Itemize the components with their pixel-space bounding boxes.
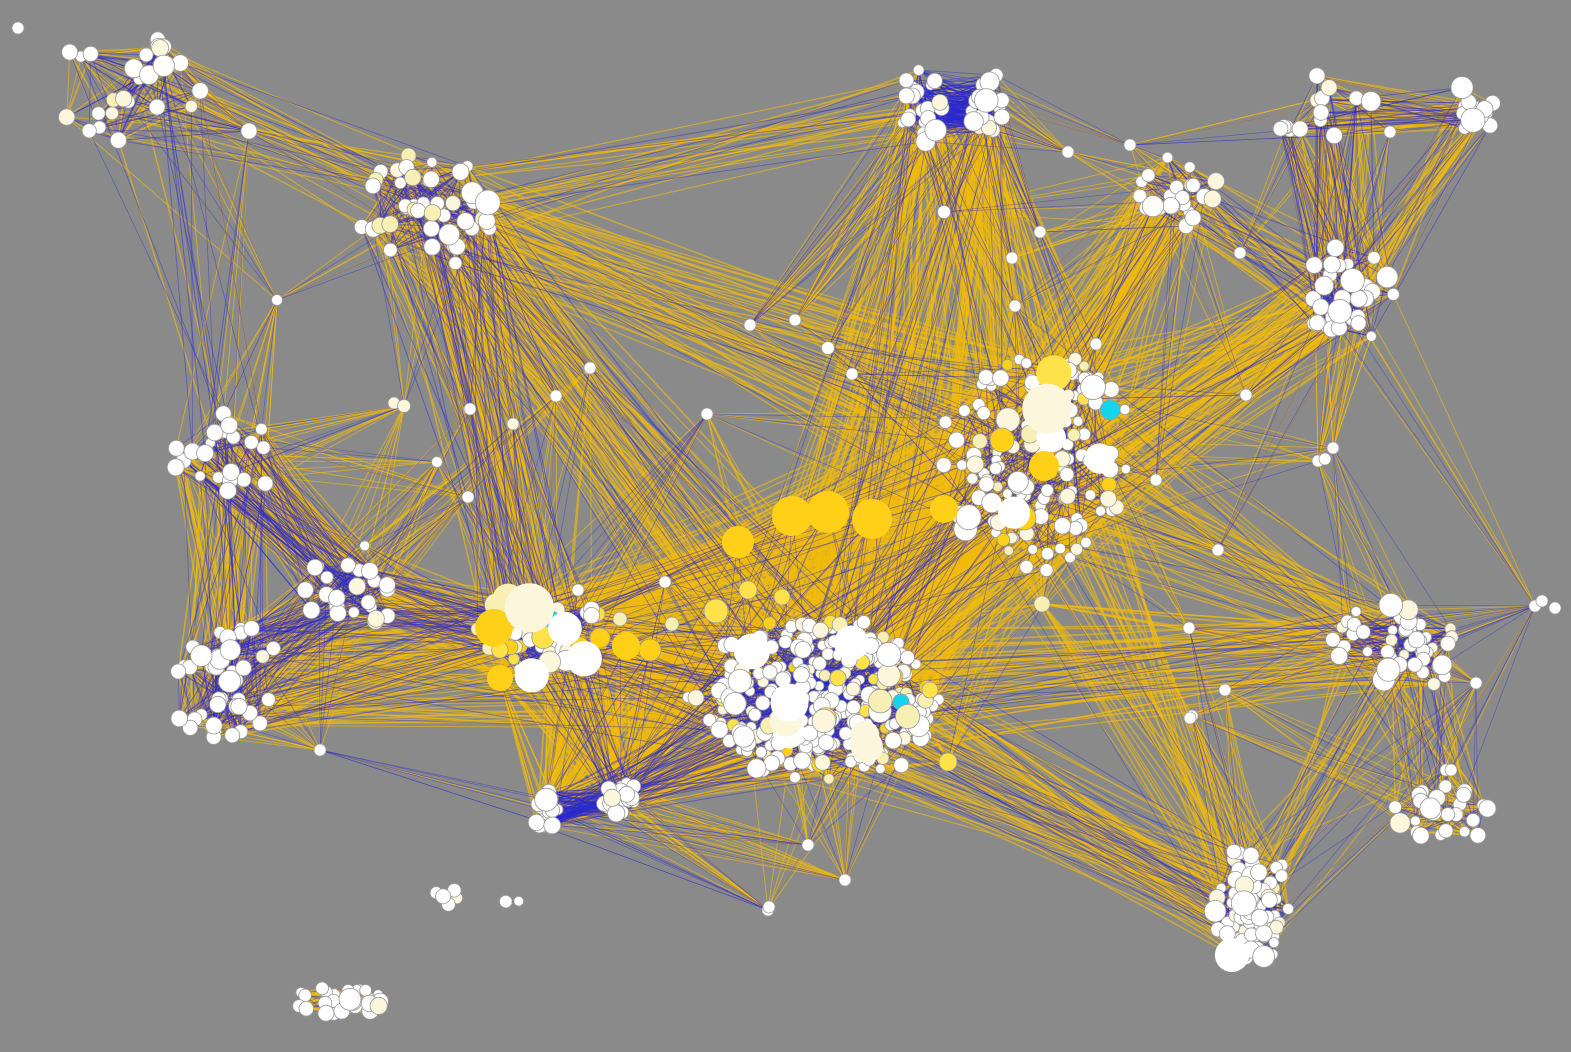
graph-edge-gold: [118, 105, 192, 141]
graph-edge-gold: [148, 74, 250, 132]
graph-edge-gold: [117, 62, 181, 141]
graph-edge-gold: [80, 56, 115, 101]
graph-edge-gold: [66, 52, 71, 118]
graph-edge-gold: [117, 63, 170, 141]
